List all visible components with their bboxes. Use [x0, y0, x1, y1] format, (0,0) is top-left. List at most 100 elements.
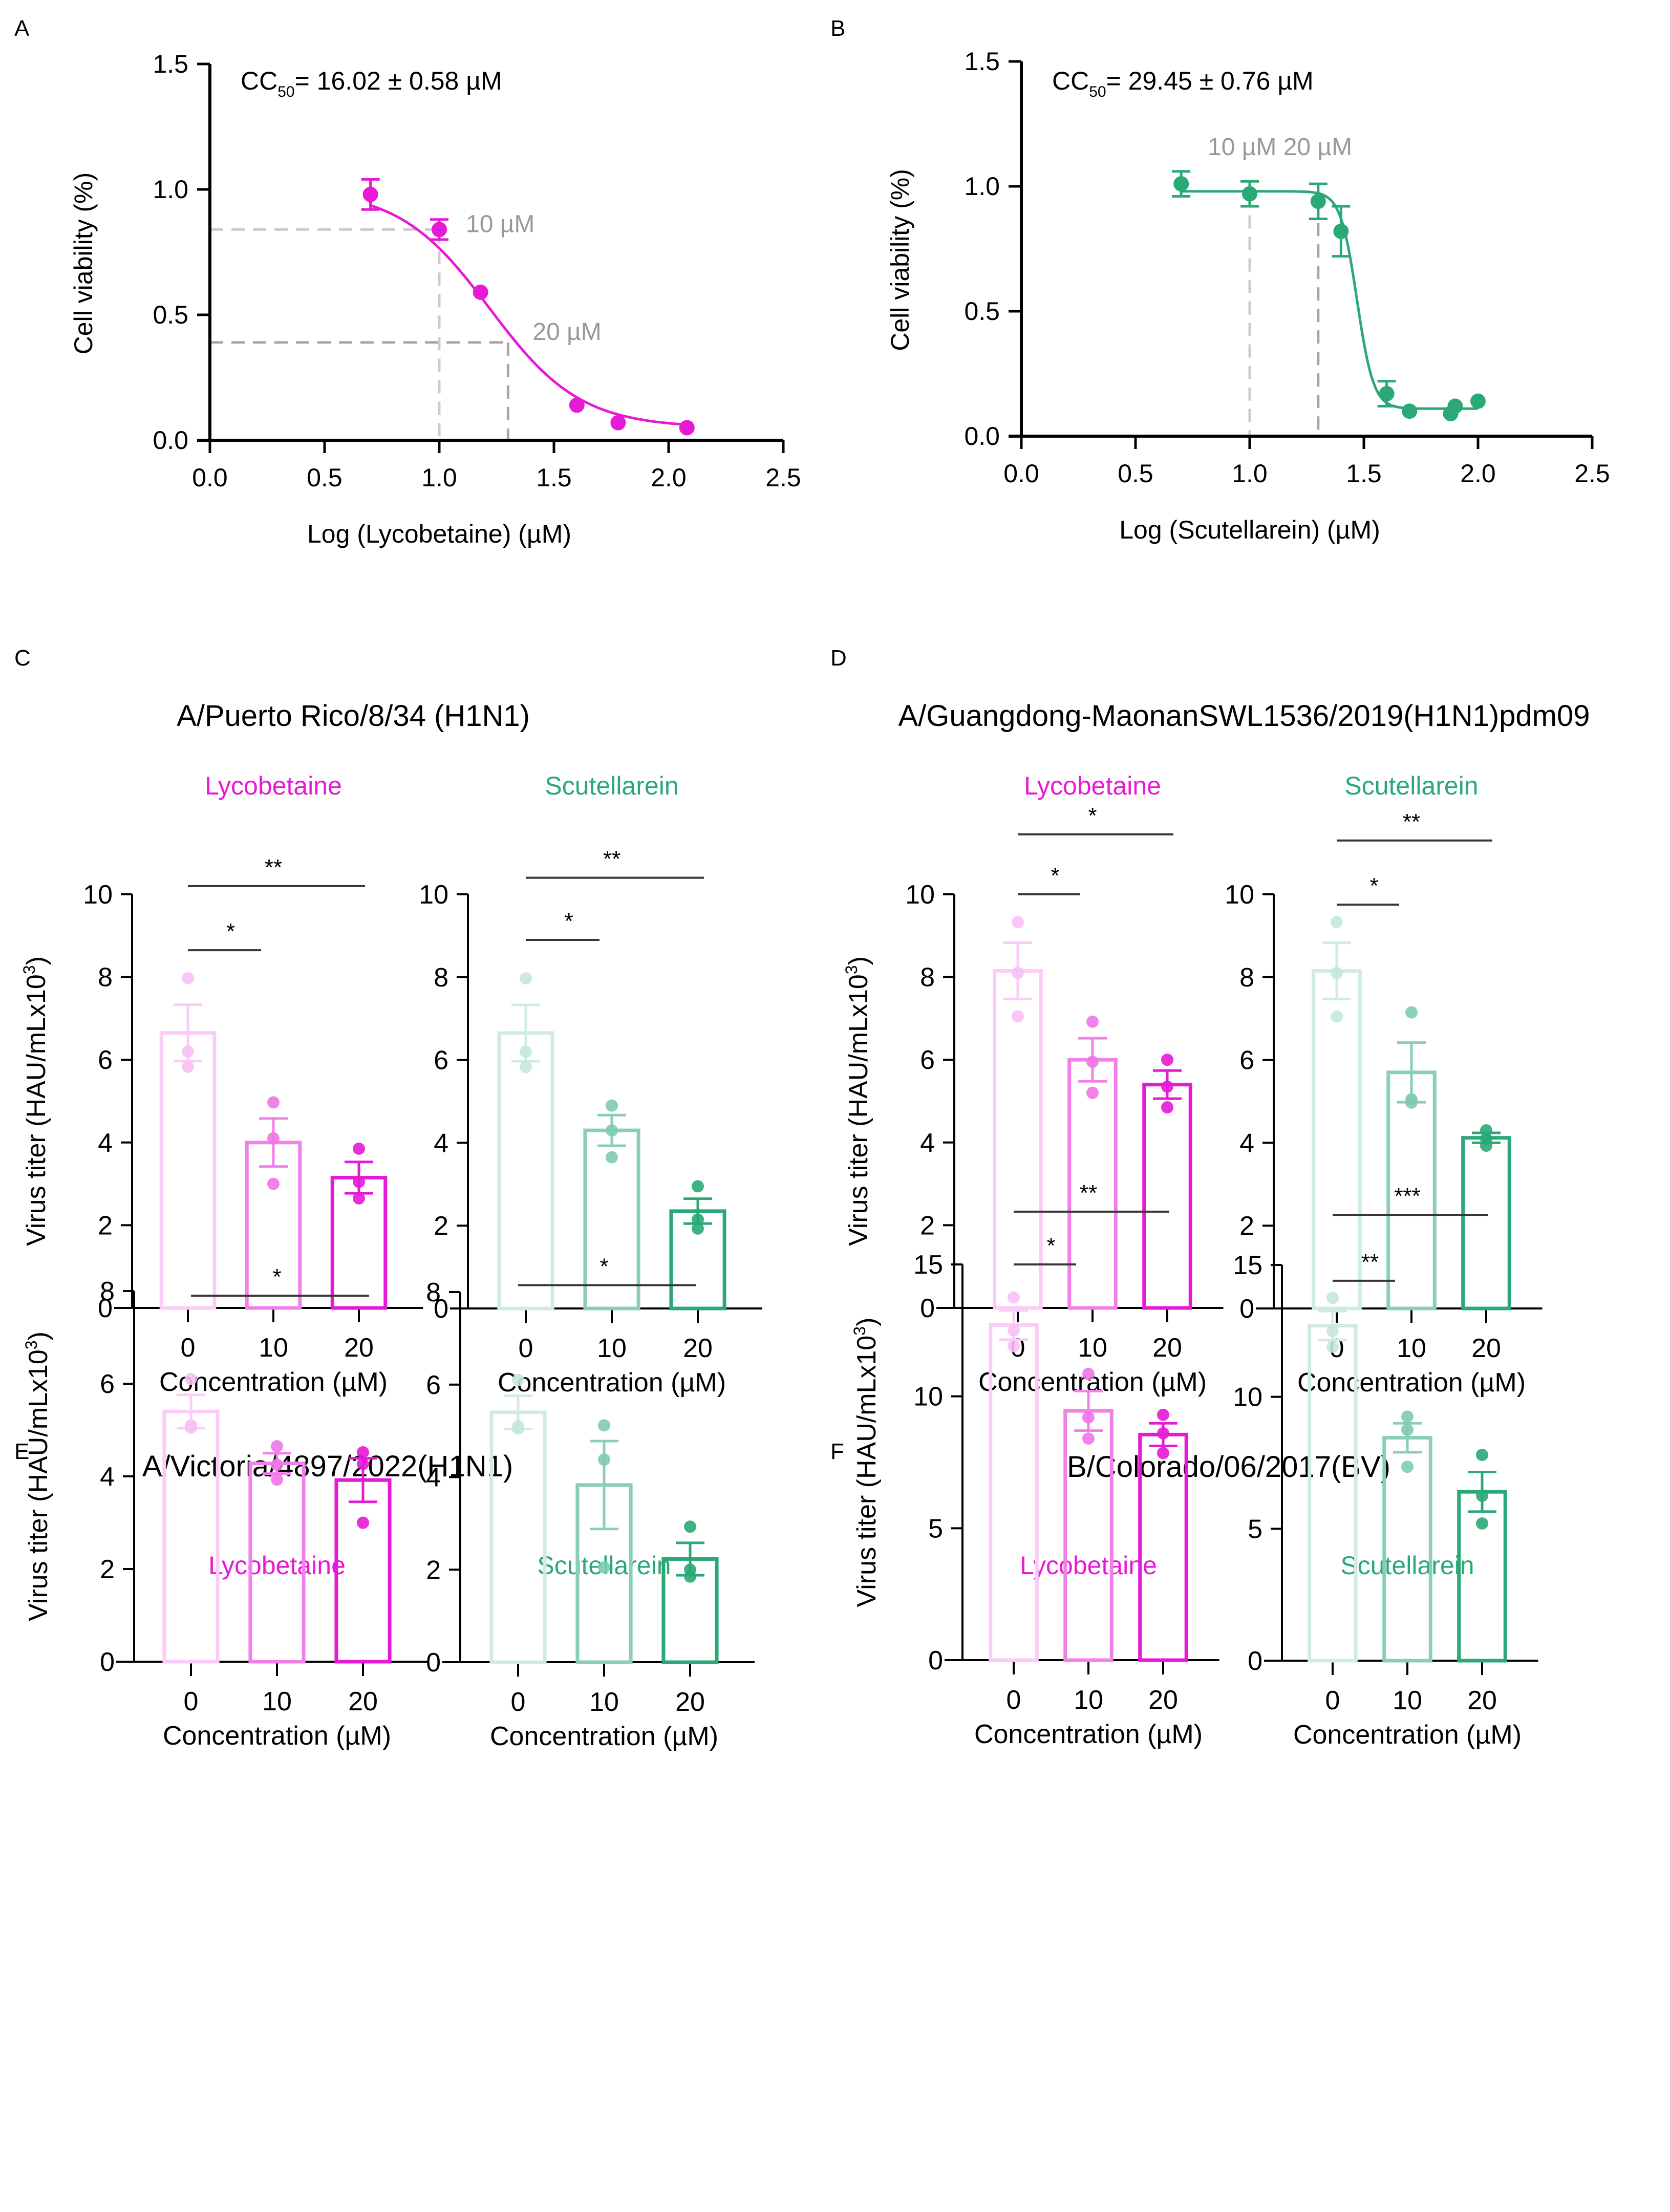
- significance-marker: **: [1403, 809, 1420, 834]
- y-tick-label: 10: [1225, 880, 1254, 910]
- data-point: [1157, 1427, 1169, 1440]
- y-tick-label: 15: [913, 1250, 943, 1280]
- panel-label: C: [14, 646, 31, 671]
- x-tick-label: 20: [344, 1333, 374, 1363]
- x-tick-label: 20: [1467, 1686, 1497, 1715]
- y-tick-label: 2: [98, 1211, 113, 1240]
- data-point: [606, 1099, 618, 1112]
- x-tick-label: 0: [519, 1334, 533, 1363]
- data-point: [353, 1142, 365, 1155]
- x-axis-title: Concentration (µM): [490, 1722, 718, 1751]
- data-point: [1405, 1006, 1418, 1019]
- x-tick-label: 10: [1074, 1685, 1103, 1715]
- data-point: [1476, 1489, 1488, 1502]
- data-point: [1331, 916, 1343, 929]
- data-point: [1326, 1324, 1339, 1337]
- x-tick-label: 0.5: [307, 463, 342, 492]
- panel-e: E A/Victoria/4897/2022(H1N1)Lycobetaine02…: [14, 1254, 755, 1751]
- x-tick-label: 0.0: [1003, 459, 1039, 488]
- significance-marker: **: [603, 847, 620, 872]
- y-tick-label: 0: [434, 1294, 448, 1324]
- data-point: [185, 1372, 197, 1385]
- y-tick-label: 0: [98, 1294, 113, 1323]
- cc50-subscript: 50: [277, 83, 294, 100]
- data-point: [182, 972, 194, 985]
- x-tick-label: 10: [1397, 1334, 1426, 1363]
- panel-title: A/Guangdong-MaonanSWL1536/2019(H1N1)pdm0…: [898, 699, 1590, 733]
- bar: [162, 1409, 220, 1664]
- y-tick-label: 1.0: [153, 175, 188, 204]
- data-point: [1310, 194, 1326, 209]
- x-tick-label: 0: [511, 1687, 526, 1717]
- x-tick-label: 2.0: [1460, 459, 1496, 488]
- cc50-annotation: CC50= 16.02 ± 0.58 µM: [241, 67, 502, 100]
- y-tick-label: 4: [426, 1463, 441, 1493]
- y-tick-label: 6: [426, 1370, 441, 1400]
- data-point: [432, 222, 447, 238]
- y-tick-label: 4: [1239, 1128, 1254, 1158]
- y-tick-label: 2: [434, 1211, 448, 1241]
- data-point: [357, 1457, 369, 1470]
- cc50-annotation: CC50= 29.45 ± 0.76 µM: [1052, 67, 1314, 100]
- data-point: [1326, 1292, 1339, 1304]
- subplot-scutellarein: Scutellarein0246801020Concentration (µM)…: [426, 1254, 755, 1751]
- data-point: [1333, 223, 1349, 239]
- data-point: [606, 1124, 618, 1137]
- data-point: [1012, 1010, 1024, 1023]
- y-tick-label: 1.0: [964, 172, 1000, 201]
- data-point: [1086, 1015, 1099, 1028]
- data-point: [267, 1096, 280, 1109]
- y-axis-title-superscript: 3: [850, 1326, 869, 1336]
- x-axis-title: Concentration (µM): [1297, 1368, 1526, 1398]
- x-tick-label: 0: [184, 1687, 199, 1716]
- data-point: [692, 1222, 704, 1235]
- x-tick-label: 20: [1148, 1685, 1178, 1715]
- y-tick-label: 10: [913, 1382, 943, 1412]
- bar: [1063, 1409, 1114, 1662]
- y-tick-label: 4: [434, 1128, 448, 1158]
- data-point: [1161, 1080, 1173, 1093]
- y-tick-label: 4: [98, 1128, 113, 1158]
- y-tick-label: 8: [434, 963, 448, 993]
- x-tick-label: 0: [1007, 1685, 1021, 1715]
- y-axis-title-end: ): [24, 1332, 53, 1340]
- data-point: [1476, 1449, 1488, 1462]
- data-point: [598, 1419, 610, 1432]
- y-tick-label: 1.5: [153, 50, 188, 78]
- drug-name: Lycobetaine: [205, 771, 342, 800]
- y-axis-title-superscript: 3: [20, 965, 38, 974]
- y-tick-label: 10: [419, 880, 448, 910]
- significance-marker: *: [564, 909, 573, 934]
- panel-a: A 10 µM 20 µM 0.0 0.5 1.0 1.5 0.0 0.5 1.0 1.5 2.0 2.…: [14, 16, 801, 548]
- y-tick-label: 10: [1233, 1383, 1262, 1412]
- x-tick-label: 10: [1393, 1686, 1422, 1715]
- x-tick-label: 20: [348, 1687, 378, 1716]
- data-point: [182, 1060, 194, 1073]
- y-tick-label: 0.5: [964, 297, 1000, 326]
- y-tick-label: 0.0: [964, 422, 1000, 450]
- x-tick-label: 1.5: [536, 463, 572, 492]
- y-tick-label: 10: [83, 880, 113, 910]
- data-point: [267, 1132, 280, 1145]
- data-point: [1008, 1324, 1020, 1337]
- data-point: [1012, 967, 1024, 979]
- y-tick-label: 10: [905, 880, 935, 910]
- x-tick-label: 1.0: [1232, 459, 1268, 488]
- y-tick-label: 6: [1239, 1046, 1254, 1076]
- y-axis-title: Virus titer (HAU/mLx103): [842, 956, 873, 1246]
- data-point: [598, 1453, 610, 1466]
- data-point: [1086, 1086, 1099, 1099]
- significance-marker: **: [1361, 1250, 1379, 1275]
- data-point: [692, 1213, 704, 1226]
- panel-label: A: [14, 16, 30, 41]
- data-point: [1008, 1340, 1020, 1352]
- fit-curve: [1181, 190, 1478, 410]
- data-point: [1242, 186, 1257, 202]
- drug-name: Scutellarein: [545, 771, 678, 800]
- bar: [497, 1031, 554, 1311]
- data-point: [598, 1561, 610, 1574]
- significance-marker: *: [1369, 873, 1378, 898]
- subplot-scutellarein: Scutellarein 0 2 4 6 8 10 0 10 20 Concentration (µ…: [419, 771, 762, 1398]
- y-tick-label: 2: [426, 1555, 441, 1585]
